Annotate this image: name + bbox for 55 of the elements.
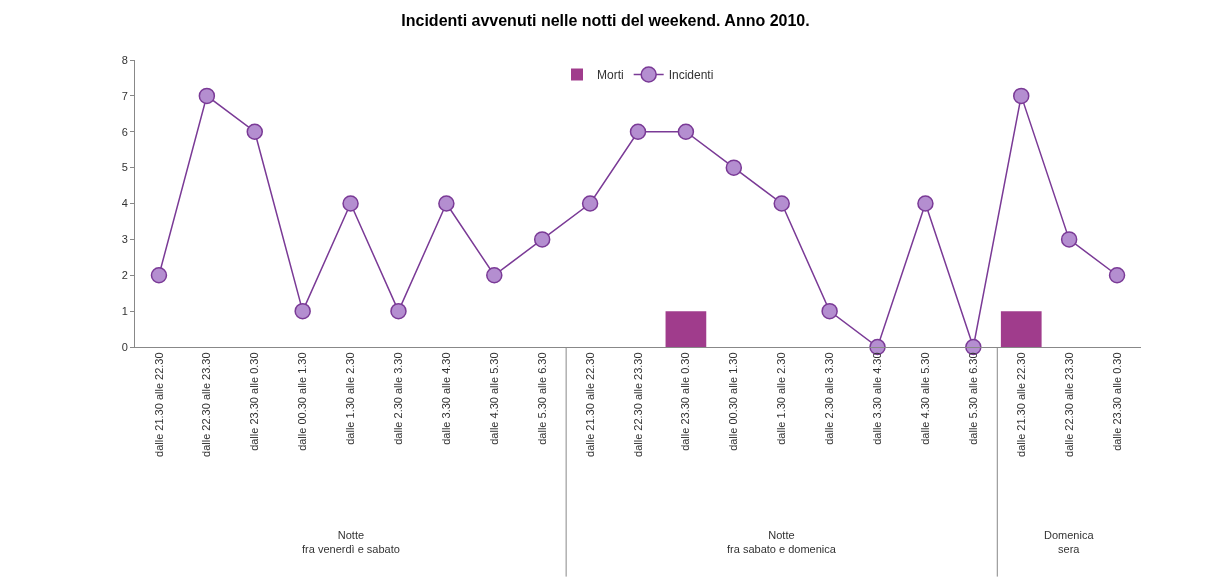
y-tick-label: 4 bbox=[121, 197, 128, 210]
x-tick-label: dalle 4.30 alle 5.30 bbox=[487, 352, 500, 445]
x-tick-label: dalle 1.30 alle 2.30 bbox=[344, 352, 357, 445]
x-tick-label: dalle 5.30 alle 6.30 bbox=[966, 352, 979, 445]
point bbox=[629, 123, 647, 140]
x-tick-label: dalle 3.30 alle 4.30 bbox=[439, 352, 452, 445]
x-tick-label: dalle 21.30 alle 22.30 bbox=[1014, 352, 1027, 457]
point bbox=[917, 195, 934, 212]
point bbox=[438, 195, 455, 212]
text: Notte fra venerdì e sabato bbox=[302, 529, 400, 556]
point bbox=[581, 195, 599, 212]
point bbox=[150, 267, 168, 284]
x-tick-label: dalle 22.30 alle 23.30 bbox=[1062, 352, 1075, 457]
y-tick-label: 7 bbox=[121, 89, 128, 102]
y-tick-label: 1 bbox=[121, 304, 128, 317]
y-tick-label: 3 bbox=[121, 233, 128, 246]
y-tick-label: 5 bbox=[121, 161, 128, 174]
x-tick-label: dalle 23.30 alle 0.30 bbox=[1110, 352, 1123, 451]
x-tick-label: dalle 1.30 alle 2.30 bbox=[775, 352, 788, 445]
point bbox=[1060, 231, 1078, 248]
point bbox=[1108, 267, 1126, 284]
point bbox=[198, 87, 216, 105]
point bbox=[294, 302, 311, 320]
x-tick-label: dalle 3.30 alle 4.30 bbox=[871, 352, 884, 445]
x-tick-label: dalle 21.30 alle 22.30 bbox=[583, 352, 596, 457]
chart-title: Incidenti avvenuti nelle notti del weekend. Anno 2010. bbox=[401, 11, 810, 29]
point bbox=[773, 195, 790, 212]
x-tick-label: dalle 21.30 alle 22.30 bbox=[152, 352, 165, 457]
x-tick-label: dalle 00.30 alle 1.30 bbox=[727, 352, 740, 451]
point bbox=[390, 302, 407, 320]
y-tick-label: 2 bbox=[121, 269, 128, 282]
y-tick-label: 0 bbox=[121, 340, 128, 353]
point bbox=[821, 302, 838, 320]
x-tick-label: dalle 4.30 alle 5.30 bbox=[919, 352, 932, 445]
point bbox=[342, 195, 359, 212]
point bbox=[486, 267, 503, 284]
x-tick-label: dalle 5.30 alle 6.30 bbox=[535, 352, 548, 445]
point bbox=[677, 123, 695, 140]
point bbox=[1013, 87, 1030, 105]
legend-label: Morti bbox=[597, 68, 624, 83]
text: Notte fra sabato e domenica bbox=[727, 529, 837, 556]
x-tick-label: dalle 23.30 alle 0.30 bbox=[679, 352, 692, 451]
text: Domenica sera bbox=[1044, 529, 1095, 556]
point bbox=[246, 123, 264, 140]
x-tick-label: dalle 00.30 alle 1.30 bbox=[296, 352, 309, 451]
x-tick-label: dalle 2.30 alle 3.30 bbox=[823, 352, 836, 445]
y-tick-label: 8 bbox=[121, 53, 128, 66]
x-tick-label: dalle 22.30 alle 23.30 bbox=[631, 352, 644, 457]
point bbox=[533, 231, 551, 248]
x-tick-label: dalle 23.30 alle 0.30 bbox=[248, 352, 261, 451]
y-tick-label: 6 bbox=[121, 125, 128, 138]
x-tick-label: dalle 22.30 alle 23.30 bbox=[200, 352, 213, 457]
x-tick-label: dalle 2.30 alle 3.30 bbox=[392, 352, 405, 445]
point bbox=[725, 159, 743, 176]
legend-label: Incidenti bbox=[668, 68, 714, 83]
